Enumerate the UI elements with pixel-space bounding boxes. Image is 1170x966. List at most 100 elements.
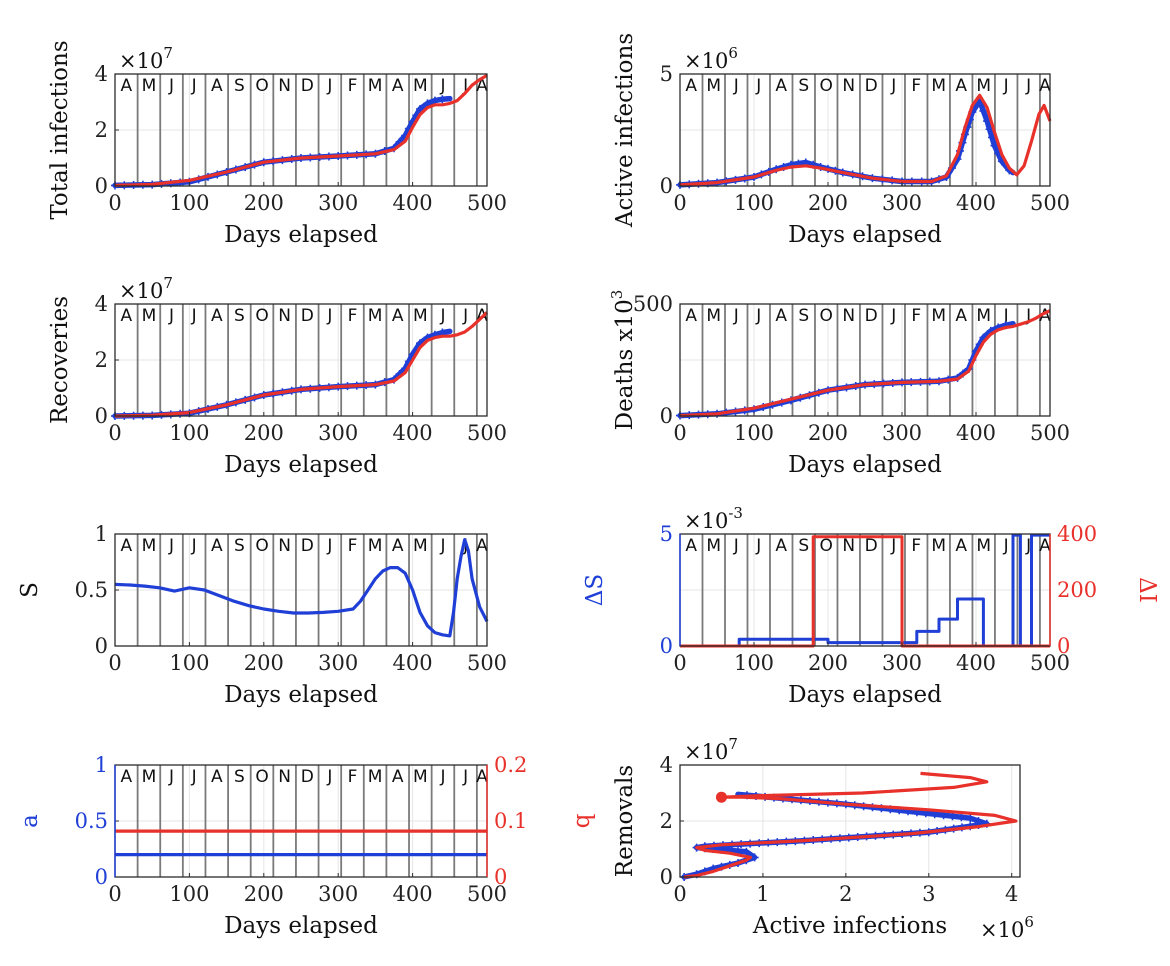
x-tick-label: 300 [318,421,358,445]
month-label: M [368,76,383,96]
month-label: J [1003,536,1009,556]
x-axis-label: Days elapsed [788,452,942,478]
x-tick-label: 1 [756,882,769,906]
month-label: M [706,536,721,556]
x-tick-label: 3 [922,882,935,906]
data-marker [438,95,447,104]
month-label: M [413,536,428,556]
month-label: M [976,306,991,326]
y-right-label: ΔI [1134,577,1160,603]
x-tick-label: 200 [244,882,284,906]
month-label: N [278,306,291,326]
month-label: J [462,536,468,556]
x-tick-label: 0 [108,651,121,675]
month-label: F [348,306,358,326]
y-tick-label: 500 [633,292,673,316]
month-label: N [278,536,291,556]
y-right-tick-label: 0 [494,865,507,889]
month-label: O [255,76,268,96]
y-tick-label: 4 [660,753,673,777]
y-label-power: 3 [608,290,626,300]
data-marker [979,106,988,115]
month-label: M [142,306,157,326]
data-marker [742,847,751,856]
month-label: O [255,536,268,556]
month-label: F [911,536,921,556]
x-tick-label: 500 [1030,191,1070,215]
y-tick-label: 2 [95,118,108,142]
month-label: S [798,536,809,556]
month-label: J [890,306,896,326]
month-label: A [955,306,967,326]
month-label: A [392,536,404,556]
x-tick-label: 0 [673,651,686,675]
x-tick-label: 400 [956,191,996,215]
x-tick-label: 300 [318,882,358,906]
month-label: F [348,76,358,96]
month-label: A [775,306,787,326]
y-tick-label: 0 [660,634,673,658]
month-label: J [439,306,445,326]
month-label: D [301,767,314,787]
month-label: F [348,767,358,787]
month-label: J [1025,306,1031,326]
y-axis-label: ΔS [582,574,608,606]
month-label: J [326,536,332,556]
month-label: M [413,767,428,787]
month-label: O [255,306,268,326]
month-label: J [168,306,174,326]
x-tick-label: 0 [673,882,686,906]
month-label: O [255,767,268,787]
month-label: N [842,76,855,96]
series-model [114,311,489,418]
x-tick-label: 400 [393,421,433,445]
month-label: S [234,76,245,96]
y-exponent: ×10-3 [684,504,743,533]
x-tick-label: 2 [839,882,852,906]
y-axis-label: Deaths x103 [608,290,638,431]
month-label: J [462,767,468,787]
y-axis-label: Active infections [612,33,638,228]
month-label: A [211,76,223,96]
x-tick-label: 100 [169,191,209,215]
month-label: A [392,767,404,787]
x-axis-label: Days elapsed [224,222,378,248]
month-label: J [755,306,761,326]
x-tick-label: 300 [318,191,358,215]
y-tick-label: 0 [95,404,108,428]
month-label: D [301,536,314,556]
x-tick-label: 400 [393,651,433,675]
month-label: A [211,306,223,326]
month-label: A [685,76,697,96]
month-label: S [798,306,809,326]
x-tick-label: 100 [169,651,209,675]
x-tick-label: 100 [734,651,774,675]
month-label: O [820,76,833,96]
x-tick-label: 0 [673,421,686,445]
month-label: A [392,306,404,326]
month-label: A [120,76,132,96]
month-label: J [733,536,739,556]
month-label: M [931,306,946,326]
month-label: J [191,536,197,556]
series-model [679,93,1052,187]
y-tick-label: 4 [95,292,108,316]
month-label: J [191,306,197,326]
month-label: M [931,536,946,556]
y-exponent: ×107 [119,44,173,73]
y-tick-label: 2 [95,348,108,372]
y-exponent: ×106 [684,44,738,73]
data-marker [990,141,999,150]
chart-delta_params: A M J J A S O N D J F M A M J J A0 100 200 300 400 5000502004… [582,504,1160,708]
month-label: O [820,536,833,556]
month-label: A [775,536,787,556]
month-label: N [278,76,291,96]
month-label: J [439,76,445,96]
y-tick-label: 2 [660,809,673,833]
month-label: M [413,306,428,326]
x-tick-label: 100 [734,191,774,215]
y-exponent-power: 7 [728,735,738,753]
x-tick-label: 300 [318,651,358,675]
data-marker [966,814,975,823]
x-exponent-power: 6 [1024,913,1034,931]
